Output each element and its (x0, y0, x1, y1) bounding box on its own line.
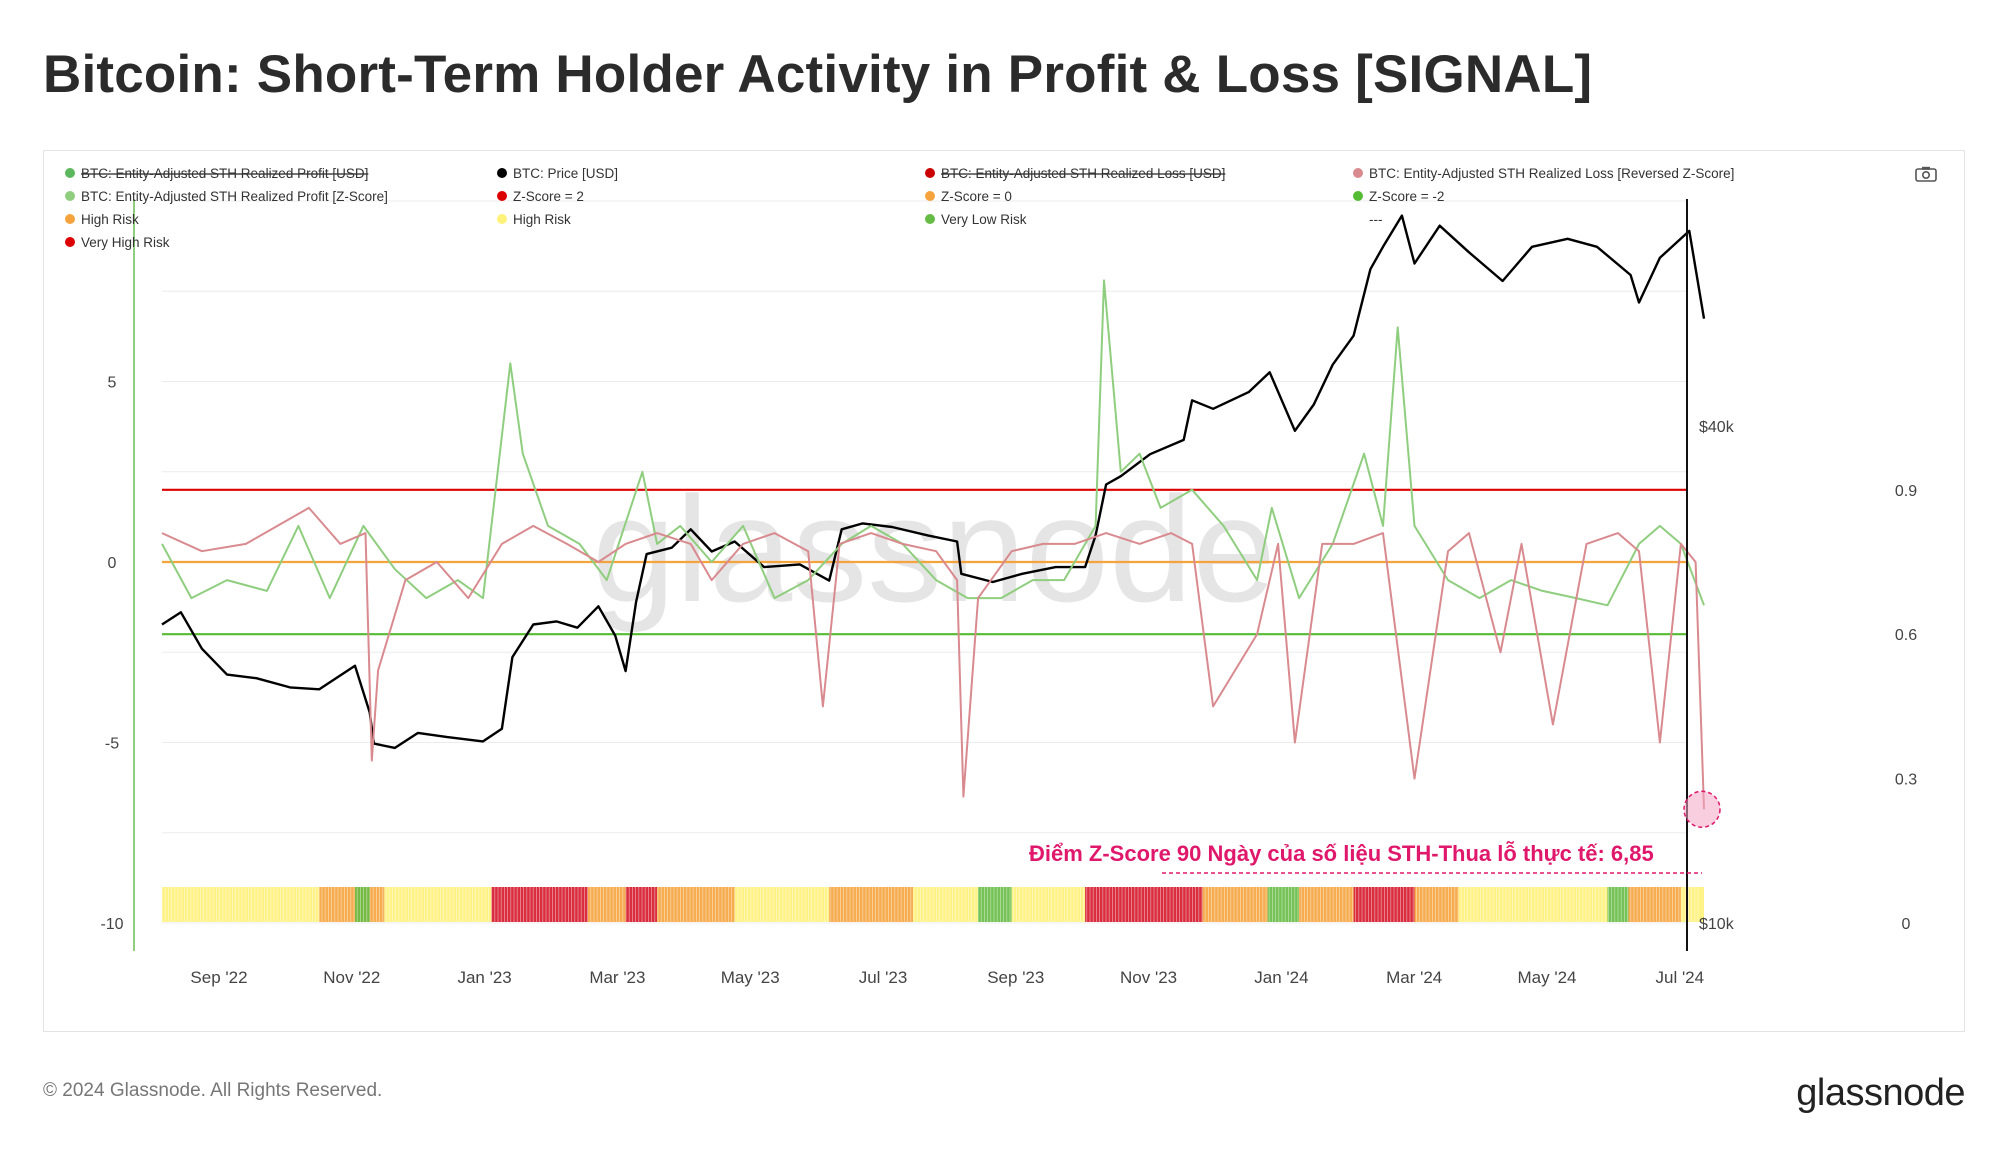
legend-marker (65, 191, 75, 201)
y-price-tick: $40k (1699, 419, 1735, 436)
x-tick: Nov '23 (1120, 968, 1177, 987)
legend-marker (65, 168, 75, 178)
x-tick: May '23 (721, 968, 780, 987)
risk-band-segment (978, 887, 1012, 922)
y-right-tick: 0.6 (1895, 627, 1917, 644)
chart: glassnode 5 0 -5 -10 $40k $10k 0.9 0.6 0.3 0 Sep '2… (65, 166, 1917, 987)
y-left-tick: -10 (100, 916, 123, 933)
risk-band-segment (162, 887, 320, 922)
legend-marker (65, 237, 75, 247)
legend-item: Z-Score = -2 (1369, 189, 1444, 204)
legend-marker (925, 191, 935, 201)
annotation-text: Điểm Z-Score 90 Ngày của số liệu STH-Thu… (1029, 841, 1654, 866)
annotation-circle (1683, 790, 1721, 829)
risk-band-segment (829, 887, 914, 922)
legend-marker (65, 214, 75, 224)
legend-marker (497, 168, 507, 178)
legend-item: BTC: Entity-Adjusted STH Realized Loss [… (941, 166, 1225, 181)
loss-zscore-line (161, 506, 1705, 810)
x-tick: Jan '24 (1254, 968, 1308, 987)
page-title: Bitcoin: Short-Term Holder Activity in P… (43, 45, 1593, 104)
x-tick: Mar '24 (1386, 968, 1442, 987)
price-line (161, 214, 1706, 750)
x-tick: Mar '23 (589, 968, 645, 987)
risk-band-segment (1299, 887, 1354, 922)
legend-item: BTC: Price [USD] (513, 166, 618, 181)
legend-marker (925, 214, 935, 224)
profit-zscore-line (161, 279, 1705, 607)
y-right-tick: 0.9 (1895, 483, 1917, 500)
x-tick: Jul '24 (1655, 968, 1704, 987)
x-tick: Jul '23 (859, 968, 908, 987)
chart-panel: glassnode 5 0 -5 -10 $40k $10k 0.9 0.6 0.3 0 Sep '2… (43, 150, 1965, 1032)
y-left-tick: -5 (105, 736, 119, 753)
x-tick: Nov '22 (323, 968, 380, 987)
risk-band-segment (1414, 887, 1459, 922)
legend-marker (925, 168, 935, 178)
risk-band-segment (625, 887, 658, 922)
legend-marker (497, 191, 507, 201)
legend-item: Z-Score = 0 (941, 189, 1012, 204)
y-price-tick: $10k (1699, 916, 1735, 933)
legend-marker (1353, 191, 1363, 201)
y-right-tick: 0 (1902, 916, 1911, 933)
camera-icon[interactable] (1915, 166, 1937, 182)
x-tick: Sep '23 (987, 968, 1044, 987)
copyright-text: © 2024 Glassnode. All Rights Reserved. (43, 1080, 383, 1101)
risk-band-segment (355, 887, 370, 922)
risk-band-segment (1267, 887, 1300, 922)
watermark: glassnode (592, 465, 1276, 633)
legend-item: BTC: Entity-Adjusted STH Realized Profit… (81, 189, 388, 204)
legend-item: BTC: Entity-Adjusted STH Realized Loss [… (1369, 166, 1734, 181)
legend-item: High Risk (513, 212, 571, 227)
legend-item: --- (1369, 212, 1383, 227)
risk-band-segment (657, 887, 735, 922)
risk-band-segment (319, 887, 385, 922)
y-left-tick: 0 (108, 555, 117, 572)
risk-band-segment (1458, 887, 1608, 922)
legend-item: High Risk (81, 212, 139, 227)
legend-item: Very Low Risk (941, 212, 1027, 227)
brand-logo: glassnode (1796, 1072, 1965, 1114)
x-tick: May '24 (1518, 968, 1577, 987)
risk-band-segment (1628, 887, 1681, 922)
legend-item: BTC: Entity-Adjusted STH Realized Profit… (81, 166, 368, 181)
x-tick: Jan '23 (457, 968, 511, 987)
legend-marker (1353, 168, 1363, 178)
risk-band-segment (1202, 887, 1268, 922)
y-right-tick: 0.3 (1895, 772, 1917, 789)
y-left-tick: 5 (108, 375, 117, 392)
legend-marker (497, 214, 507, 224)
legend-item: Z-Score = 2 (513, 189, 584, 204)
legend-item: Very High Risk (81, 235, 170, 250)
x-tick: Sep '22 (190, 968, 247, 987)
